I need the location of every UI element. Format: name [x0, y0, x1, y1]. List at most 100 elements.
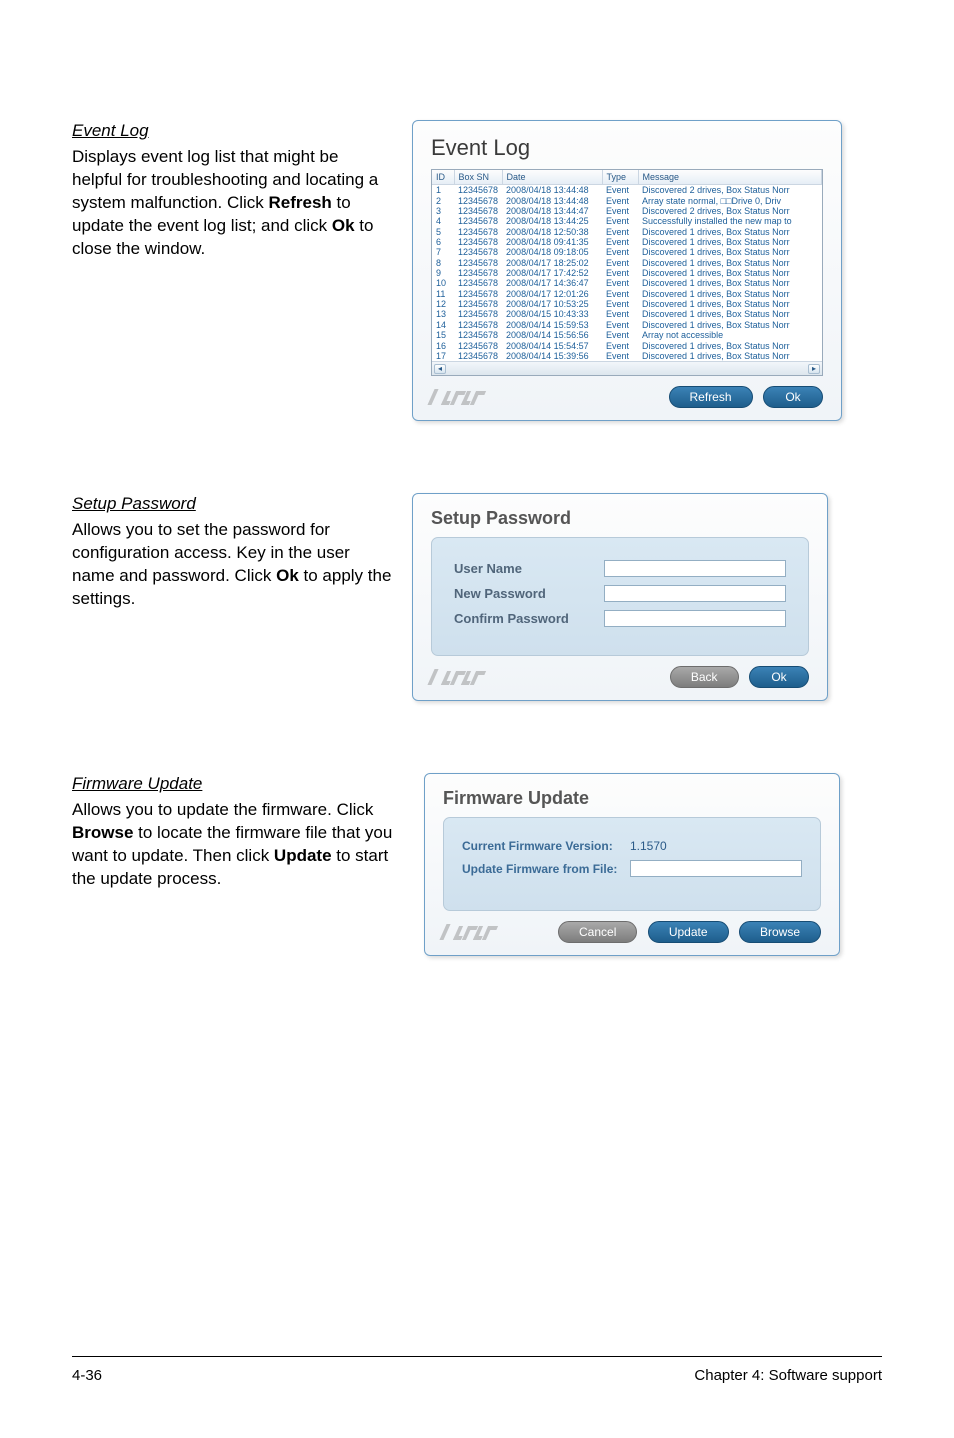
text-bold: Ok	[332, 216, 355, 235]
cell-type: Event	[602, 351, 638, 361]
user-name-input[interactable]	[604, 560, 786, 577]
cancel-button[interactable]: Cancel	[558, 921, 637, 943]
cell-id: 10	[432, 278, 454, 288]
cell-id: 1	[432, 185, 454, 196]
table-row[interactable]: 15123456782008/04/14 15:56:56EventArray …	[432, 330, 822, 340]
cell-id: 7	[432, 247, 454, 257]
firmware-update-form: Current Firmware Version: 1.1570 Update …	[443, 817, 821, 911]
cell-type: Event	[602, 227, 638, 237]
col-type[interactable]: Type	[602, 170, 638, 185]
event-log-table: ID Box SN Date Type Message 112345678200…	[431, 169, 823, 376]
cell-id: 15	[432, 330, 454, 340]
confirm-password-input[interactable]	[604, 610, 786, 627]
cell-type: Event	[602, 196, 638, 206]
table-row[interactable]: 17123456782008/04/14 15:39:56EventDiscov…	[432, 351, 822, 361]
cell-date: 2008/04/14 15:59:53	[502, 320, 602, 330]
cell-msg: Discovered 1 drives, Box Status Norr	[638, 351, 821, 361]
new-password-row: New Password	[454, 585, 786, 602]
panel-title: Setup Password	[431, 508, 809, 529]
cell-msg: Discovered 1 drives, Box Status Norr	[638, 299, 821, 309]
cell-sn: 12345678	[454, 206, 502, 216]
cell-date: 2008/04/14 15:56:56	[502, 330, 602, 340]
user-name-row: User Name	[454, 560, 786, 577]
page-number: 4-36	[72, 1367, 102, 1384]
cell-date: 2008/04/18 13:44:47	[502, 206, 602, 216]
cell-date: 2008/04/17 12:01:26	[502, 289, 602, 299]
update-file-label: Update Firmware from File:	[462, 862, 630, 876]
cell-msg: Discovered 1 drives, Box Status Norr	[638, 237, 821, 247]
table-row[interactable]: 6123456782008/04/18 09:41:35EventDiscove…	[432, 237, 822, 247]
browse-button[interactable]: Browse	[739, 921, 821, 943]
cell-date: 2008/04/14 15:39:56	[502, 351, 602, 361]
cell-msg: Array state normal, □□Drive 0, Driv	[638, 196, 821, 206]
text-bold: Browse	[72, 823, 133, 842]
ok-button[interactable]: Ok	[749, 666, 809, 688]
setup-password-title: Setup Password	[72, 493, 392, 516]
cell-id: 13	[432, 309, 454, 319]
table-row[interactable]: 9123456782008/04/17 17:42:52EventDiscove…	[432, 268, 822, 278]
text-bold: Refresh	[269, 193, 332, 212]
event-log-title: Event Log	[72, 120, 392, 143]
cell-id: 3	[432, 206, 454, 216]
table-row[interactable]: 10123456782008/04/17 14:36:47EventDiscov…	[432, 278, 822, 288]
cell-msg: Discovered 2 drives, Box Status Norr	[638, 185, 821, 196]
col-boxsn[interactable]: Box SN	[454, 170, 502, 185]
table-row[interactable]: 12123456782008/04/17 10:53:25EventDiscov…	[432, 299, 822, 309]
setup-password-panel-col: Setup Password User Name New Password Co…	[412, 493, 882, 701]
chapter-label: Chapter 4: Software support	[694, 1367, 882, 1384]
asus-logo-icon	[431, 669, 483, 685]
cell-type: Event	[602, 278, 638, 288]
page-footer: 4-36 Chapter 4: Software support	[72, 1356, 882, 1384]
event-log-text: Event Log Displays event log list that m…	[72, 120, 392, 421]
setup-password-text: Setup Password Allows you to set the pas…	[72, 493, 392, 701]
table-row[interactable]: 1123456782008/04/18 13:44:48EventDiscove…	[432, 185, 822, 196]
table-row[interactable]: 2123456782008/04/18 13:44:48EventArray s…	[432, 196, 822, 206]
setup-password-desc: Allows you to set the password for confi…	[72, 519, 392, 611]
table-row[interactable]: 4123456782008/04/18 13:44:25EventSuccess…	[432, 216, 822, 226]
setup-password-section: Setup Password Allows you to set the pas…	[72, 493, 882, 701]
cell-id: 2	[432, 196, 454, 206]
ok-button[interactable]: Ok	[763, 386, 823, 408]
table-row[interactable]: 13123456782008/04/15 10:43:33EventDiscov…	[432, 309, 822, 319]
new-password-input[interactable]	[604, 585, 786, 602]
cell-id: 9	[432, 268, 454, 278]
table-row[interactable]: 3123456782008/04/18 13:44:47EventDiscove…	[432, 206, 822, 216]
cell-msg: Discovered 1 drives, Box Status Norr	[638, 309, 821, 319]
update-button[interactable]: Update	[648, 921, 729, 943]
current-version-label: Current Firmware Version:	[462, 839, 630, 853]
table-row[interactable]: 16123456782008/04/14 15:54:57EventDiscov…	[432, 341, 822, 351]
back-button[interactable]: Back	[670, 666, 739, 688]
cell-msg: Discovered 1 drives, Box Status Norr	[638, 247, 821, 257]
cell-msg: Successfully installed the new map to	[638, 216, 821, 226]
cell-sn: 12345678	[454, 351, 502, 361]
cell-date: 2008/04/17 14:36:47	[502, 278, 602, 288]
scroll-left-icon[interactable]: ◂	[434, 364, 446, 374]
cell-sn: 12345678	[454, 289, 502, 299]
table-row[interactable]: 5123456782008/04/18 12:50:38EventDiscove…	[432, 227, 822, 237]
horizontal-scrollbar[interactable]: ◂ ▸	[432, 361, 822, 375]
firmware-update-panel-col: Firmware Update Current Firmware Version…	[424, 773, 882, 956]
table-header-row: ID Box SN Date Type Message	[432, 170, 822, 185]
table-row[interactable]: 7123456782008/04/18 09:18:05EventDiscove…	[432, 247, 822, 257]
panel-title: Firmware Update	[443, 788, 821, 809]
table-row[interactable]: 11123456782008/04/17 12:01:26EventDiscov…	[432, 289, 822, 299]
cell-type: Event	[602, 330, 638, 340]
cell-sn: 12345678	[454, 278, 502, 288]
cell-date: 2008/04/17 17:42:52	[502, 268, 602, 278]
event-log-panel: Event Log ID Box SN Date Type Message 11…	[412, 120, 842, 421]
col-id[interactable]: ID	[432, 170, 454, 185]
cell-sn: 12345678	[454, 268, 502, 278]
table-row[interactable]: 8123456782008/04/17 18:25:02EventDiscove…	[432, 258, 822, 268]
table-row[interactable]: 14123456782008/04/14 15:59:53EventDiscov…	[432, 320, 822, 330]
cell-sn: 12345678	[454, 185, 502, 196]
col-date[interactable]: Date	[502, 170, 602, 185]
scroll-right-icon[interactable]: ▸	[808, 364, 820, 374]
panel-footer: Cancel Update Browse	[443, 911, 821, 943]
cell-sn: 12345678	[454, 309, 502, 319]
event-log-section: Event Log Displays event log list that m…	[72, 120, 882, 421]
button-group: Back Ok	[664, 666, 809, 688]
col-message[interactable]: Message	[638, 170, 821, 185]
firmware-update-panel: Firmware Update Current Firmware Version…	[424, 773, 840, 956]
refresh-button[interactable]: Refresh	[669, 386, 753, 408]
update-file-input[interactable]	[630, 860, 802, 877]
